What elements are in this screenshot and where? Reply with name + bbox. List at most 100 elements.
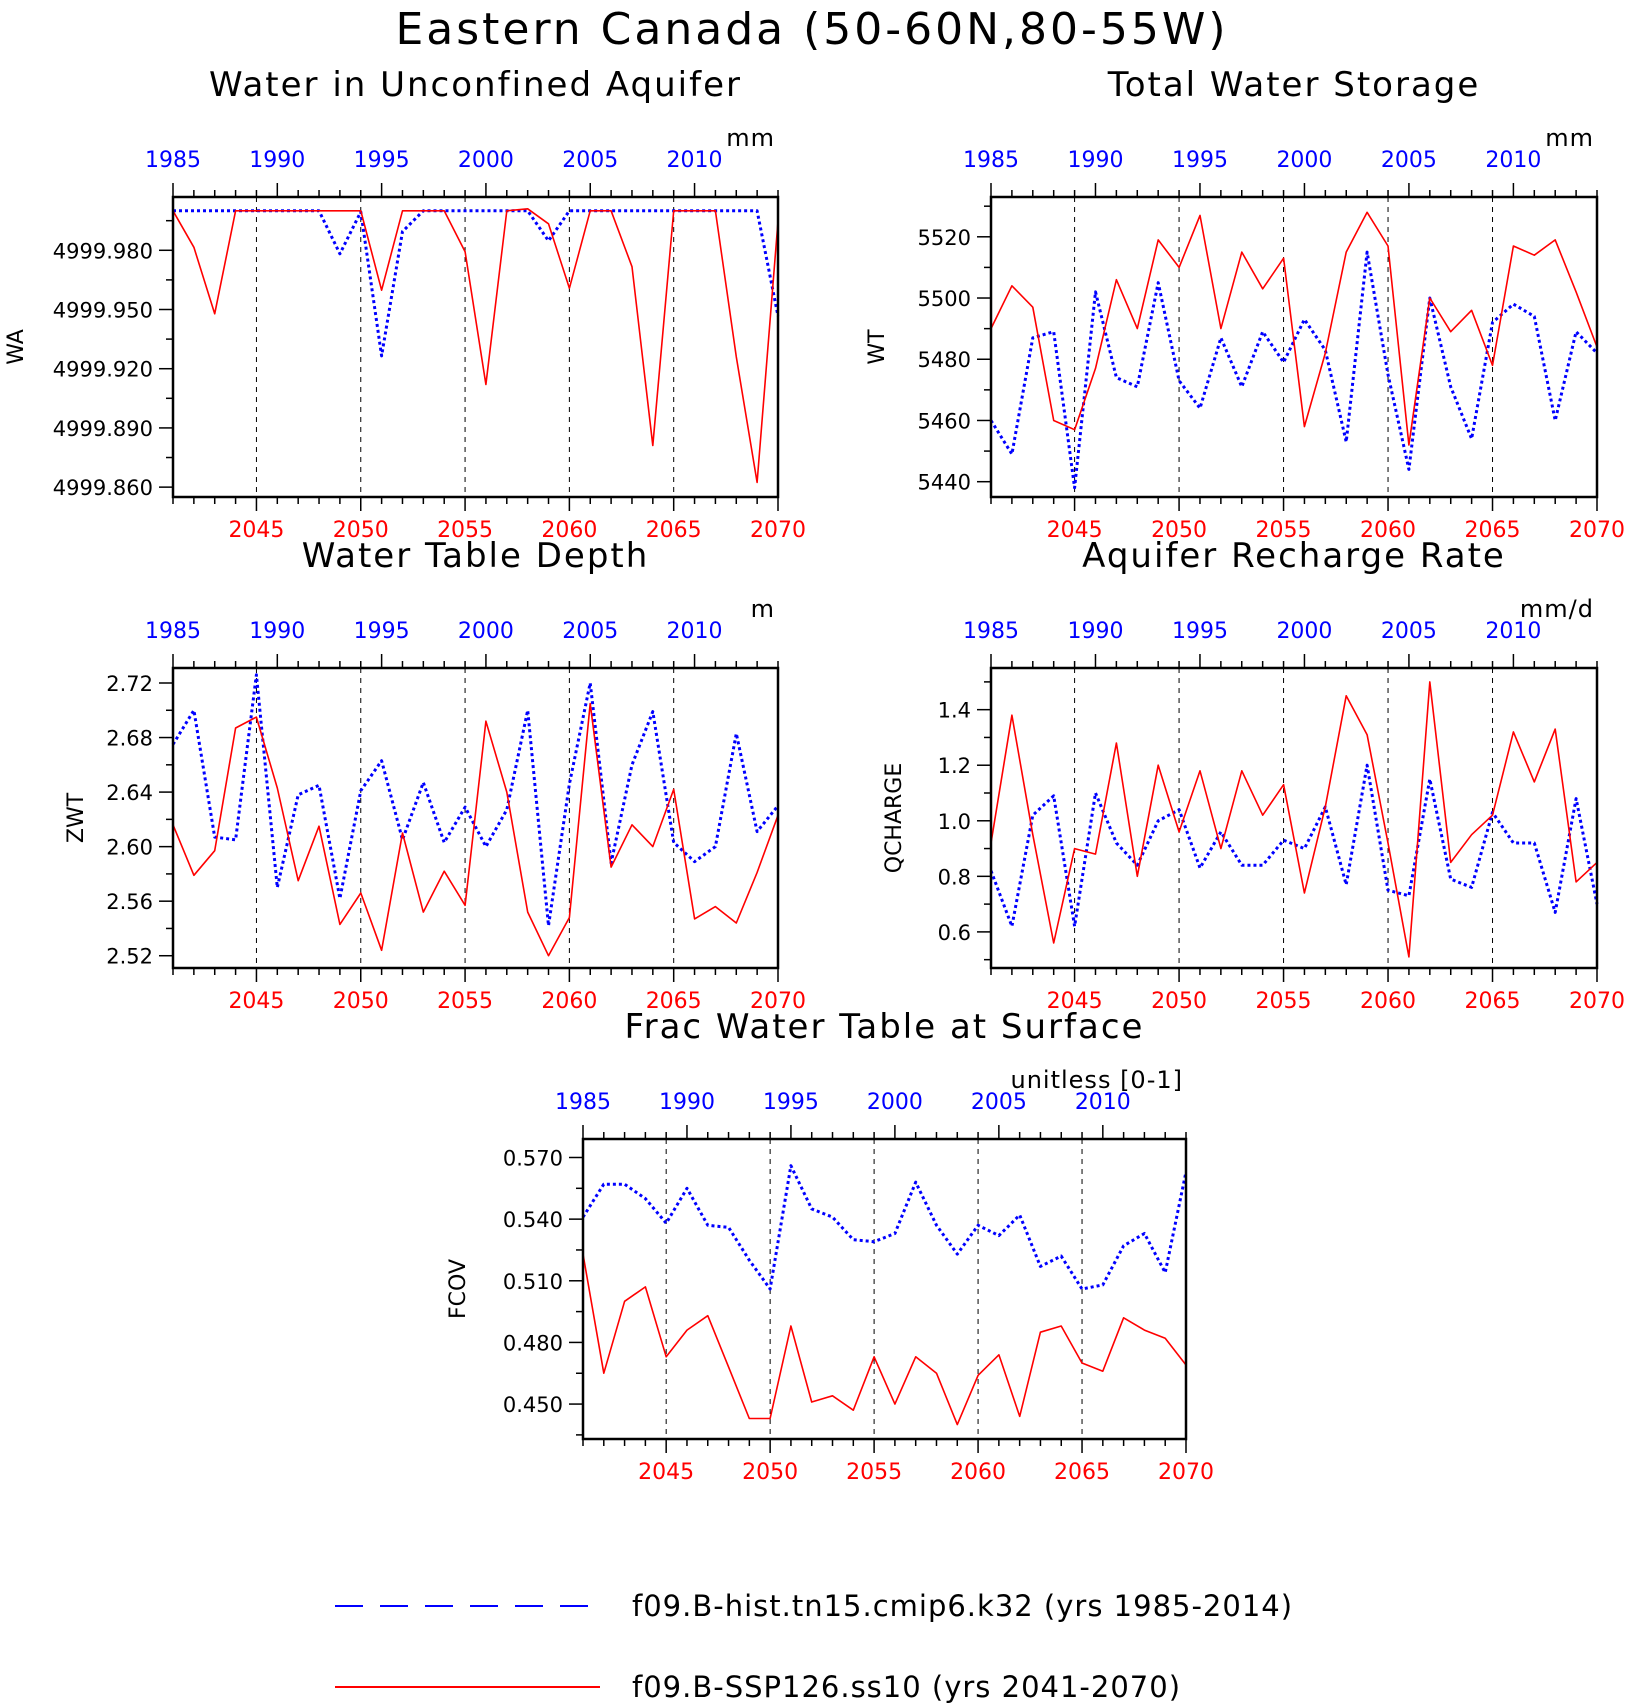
top-tick-label: 1990 [659,1090,715,1115]
top-tick-label: 2005 [1381,148,1437,173]
legend-label-hist: f09.B-hist.tn15.cmip6.k32 (yrs 1985-2014… [632,1589,1293,1623]
top-tick-label: 1995 [1172,148,1228,173]
bottom-tick-label: 2065 [1054,1460,1110,1485]
top-tick-label: 2005 [562,619,618,644]
top-tick-label: 2000 [458,148,514,173]
top-tick-label: 2000 [867,1090,923,1115]
bottom-tick-label: 2050 [742,1460,798,1485]
bottom-tick-label: 2060 [1360,518,1416,543]
bottom-tick-label: 2055 [437,989,493,1014]
y-tick-label: 5500 [918,287,971,311]
top-tick-label: 1985 [963,148,1019,173]
y-tick-label: 5520 [918,226,971,250]
y-tick-label: 2.56 [106,890,153,914]
top-tick-label: 1995 [763,1090,819,1115]
y-tick-label: 0.570 [503,1146,563,1170]
bottom-tick-label: 2070 [750,518,806,543]
series-line-ssp [172,208,779,484]
panel-title: Aquifer Recharge Rate [1082,536,1506,576]
y-axis-label: ZWT [64,792,89,843]
bottom-tick-label: 2045 [638,1460,694,1485]
units-label: m [751,595,775,623]
y-axis-label: WT [865,329,890,365]
panel-water-in-unconfined-aquifer: Water in Unconfined Aquifer mm WA 2045 2050 2… [4,65,806,543]
series-line-hist [989,250,1599,490]
y-axis-label: WA [4,329,29,365]
legend: f09.B-hist.tn15.cmip6.k32 (yrs 1985-2014… [335,1589,1293,1704]
bottom-tick-label: 2050 [333,518,389,543]
top-tick-label: 1990 [249,148,305,173]
top-tick-label: 2000 [458,619,514,644]
top-tick-label: 1985 [555,1090,611,1115]
top-tick-label: 1985 [145,148,201,173]
series-line-ssp [990,211,1598,446]
y-axis-label: FCOV [446,1259,471,1319]
series-line-hist [171,673,780,928]
bottom-tick-label: 2070 [1158,1460,1214,1485]
top-tick-label: 1985 [145,619,201,644]
panel-title: Total Water Storage [1107,65,1481,105]
bottom-tick-label: 2050 [1151,518,1207,543]
top-tick-label: 2010 [667,148,723,173]
top-tick-label: 1995 [1172,619,1228,644]
top-tick-label: 1995 [354,619,410,644]
top-tick-label: 2010 [1485,619,1541,644]
bottom-tick-label: 2065 [1465,989,1521,1014]
units-label: mm/d [1520,595,1594,623]
series-line-hist [173,209,780,358]
bottom-tick-label: 2070 [750,989,806,1014]
y-tick-label: 1.4 [938,699,971,723]
series-line-hist [989,763,1599,928]
top-tick-label: 1990 [249,619,305,644]
top-tick-label: 2010 [1485,148,1541,173]
top-tick-label: 2000 [1276,148,1332,173]
bottom-tick-label: 2055 [1256,989,1312,1014]
y-tick-label: 2.60 [106,836,153,860]
y-tick-label: 2.64 [106,781,153,805]
units-label: unitless [0-1] [1011,1066,1184,1094]
bottom-tick-label: 2055 [437,518,493,543]
y-tick-label: 0.540 [503,1208,563,1232]
bottom-tick-label: 2045 [1047,989,1103,1014]
figure-title: Eastern Canada (50-60N,80-55W) [395,4,1228,55]
series-line-ssp [172,702,779,957]
top-tick-label: 2005 [562,148,618,173]
top-tick-label: 1985 [963,619,1019,644]
top-tick-label: 1990 [1067,619,1123,644]
legend-label-ssp: f09.B-SSP126.ss10 (yrs 2041-2070) [632,1670,1181,1704]
y-tick-label: 5480 [918,348,971,372]
y-tick-label: 4999.860 [53,476,153,500]
bottom-tick-label: 2045 [228,518,284,543]
panel-title: Water Table Depth [302,536,650,576]
panel-frac-water-table-at-surface: Frac Water Table at Surface unitless [0-1… [446,1007,1214,1485]
y-tick-label: 0.480 [503,1331,563,1355]
series-line-ssp [990,681,1598,958]
bottom-tick-label: 2070 [1569,989,1625,1014]
series-line-hist [581,1164,1188,1291]
panel-aquifer-recharge-rate: Aquifer Recharge Rate mm/d QCHARGE 2045 2050… [882,536,1625,1014]
bottom-tick-label: 2060 [541,989,597,1014]
y-tick-label: 1.0 [938,810,971,834]
y-tick-label: 1.2 [938,754,971,778]
top-tick-label: 2000 [1276,619,1332,644]
panel-title: Frac Water Table at Surface [625,1007,1145,1047]
top-tick-label: 2010 [667,619,723,644]
y-tick-label: 0.510 [503,1270,563,1294]
bottom-tick-label: 2045 [1047,518,1103,543]
plot-frame [581,1137,1188,1441]
bottom-tick-label: 2060 [1360,989,1416,1014]
y-tick-label: 5460 [918,409,971,433]
top-tick-label: 2005 [971,1090,1027,1115]
y-tick-label: 0.450 [503,1393,563,1417]
bottom-tick-label: 2065 [646,518,702,543]
y-tick-label: 2.68 [106,727,153,751]
plot-frame [171,195,780,499]
top-tick-label: 1995 [354,148,410,173]
bottom-tick-label: 2065 [1465,518,1521,543]
bottom-tick-label: 2050 [1151,989,1207,1014]
series-line-ssp [582,1253,1187,1426]
plot-frame [989,195,1599,499]
bottom-tick-label: 2055 [846,1460,902,1485]
y-tick-label: 4999.980 [53,239,153,263]
